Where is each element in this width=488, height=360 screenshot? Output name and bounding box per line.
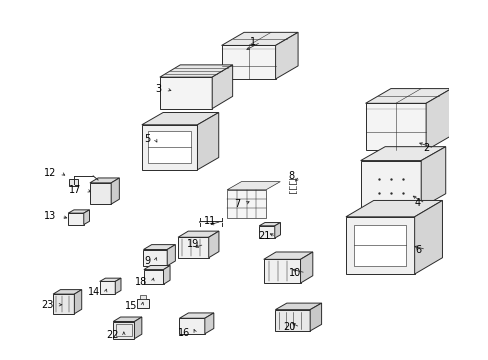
Text: 15: 15 <box>125 301 137 311</box>
Polygon shape <box>360 147 445 161</box>
Polygon shape <box>68 210 89 213</box>
Polygon shape <box>275 310 309 331</box>
Polygon shape <box>420 147 445 208</box>
Polygon shape <box>263 259 300 283</box>
Polygon shape <box>300 252 312 283</box>
Text: 7: 7 <box>234 199 240 209</box>
Text: 20: 20 <box>282 322 295 332</box>
Polygon shape <box>143 245 175 249</box>
Bar <box>137 298 148 307</box>
Polygon shape <box>178 231 219 237</box>
Polygon shape <box>226 190 265 218</box>
Polygon shape <box>83 210 89 225</box>
Polygon shape <box>353 225 406 266</box>
Text: 3: 3 <box>156 84 162 94</box>
Polygon shape <box>100 282 115 294</box>
Text: 22: 22 <box>106 330 119 341</box>
Polygon shape <box>68 213 83 225</box>
Text: 8: 8 <box>288 171 294 181</box>
Bar <box>140 294 146 298</box>
Polygon shape <box>179 318 204 334</box>
Polygon shape <box>197 113 218 170</box>
Text: 14: 14 <box>88 288 101 297</box>
Text: 17: 17 <box>69 185 81 195</box>
Polygon shape <box>259 222 280 226</box>
Polygon shape <box>142 125 197 170</box>
Polygon shape <box>53 289 81 294</box>
Polygon shape <box>204 313 213 334</box>
Polygon shape <box>425 89 450 150</box>
Polygon shape <box>274 222 280 238</box>
Text: 16: 16 <box>178 328 190 338</box>
Text: 6: 6 <box>414 244 420 255</box>
Bar <box>69 179 78 186</box>
Text: 1: 1 <box>249 37 255 47</box>
Text: 18: 18 <box>135 277 147 287</box>
Polygon shape <box>100 278 121 282</box>
Polygon shape <box>143 270 163 284</box>
Polygon shape <box>113 317 142 321</box>
Text: 2: 2 <box>422 143 428 153</box>
Text: 23: 23 <box>41 300 53 310</box>
Polygon shape <box>167 245 175 266</box>
Polygon shape <box>221 32 298 45</box>
Polygon shape <box>212 65 232 109</box>
Polygon shape <box>275 303 321 310</box>
Polygon shape <box>365 89 450 103</box>
Polygon shape <box>74 289 81 314</box>
Polygon shape <box>111 178 119 204</box>
Polygon shape <box>148 131 190 163</box>
Polygon shape <box>259 226 274 238</box>
Polygon shape <box>360 161 420 208</box>
Polygon shape <box>414 201 442 274</box>
Polygon shape <box>163 265 170 284</box>
Text: 9: 9 <box>144 256 150 266</box>
Text: 11: 11 <box>204 216 216 226</box>
Bar <box>116 324 132 336</box>
Text: 21: 21 <box>258 231 270 242</box>
Polygon shape <box>143 265 170 270</box>
Polygon shape <box>345 217 414 274</box>
Polygon shape <box>345 201 442 217</box>
Text: 10: 10 <box>288 268 300 278</box>
Polygon shape <box>275 32 298 79</box>
Polygon shape <box>134 317 142 339</box>
Text: 19: 19 <box>187 239 199 249</box>
Polygon shape <box>208 231 219 258</box>
Polygon shape <box>113 321 134 339</box>
Polygon shape <box>143 249 167 266</box>
Polygon shape <box>90 183 111 204</box>
Polygon shape <box>178 237 208 258</box>
Text: 12: 12 <box>44 168 56 178</box>
Polygon shape <box>221 45 275 79</box>
Polygon shape <box>365 103 425 150</box>
Polygon shape <box>160 77 212 109</box>
Polygon shape <box>90 178 119 183</box>
Polygon shape <box>115 278 121 294</box>
Polygon shape <box>142 113 218 125</box>
Polygon shape <box>160 65 232 77</box>
Text: 5: 5 <box>144 134 150 144</box>
Polygon shape <box>226 182 280 190</box>
Text: 13: 13 <box>44 211 56 221</box>
Polygon shape <box>179 313 213 318</box>
Text: 4: 4 <box>413 198 420 208</box>
Polygon shape <box>263 252 312 259</box>
Polygon shape <box>53 294 74 314</box>
Polygon shape <box>309 303 321 331</box>
